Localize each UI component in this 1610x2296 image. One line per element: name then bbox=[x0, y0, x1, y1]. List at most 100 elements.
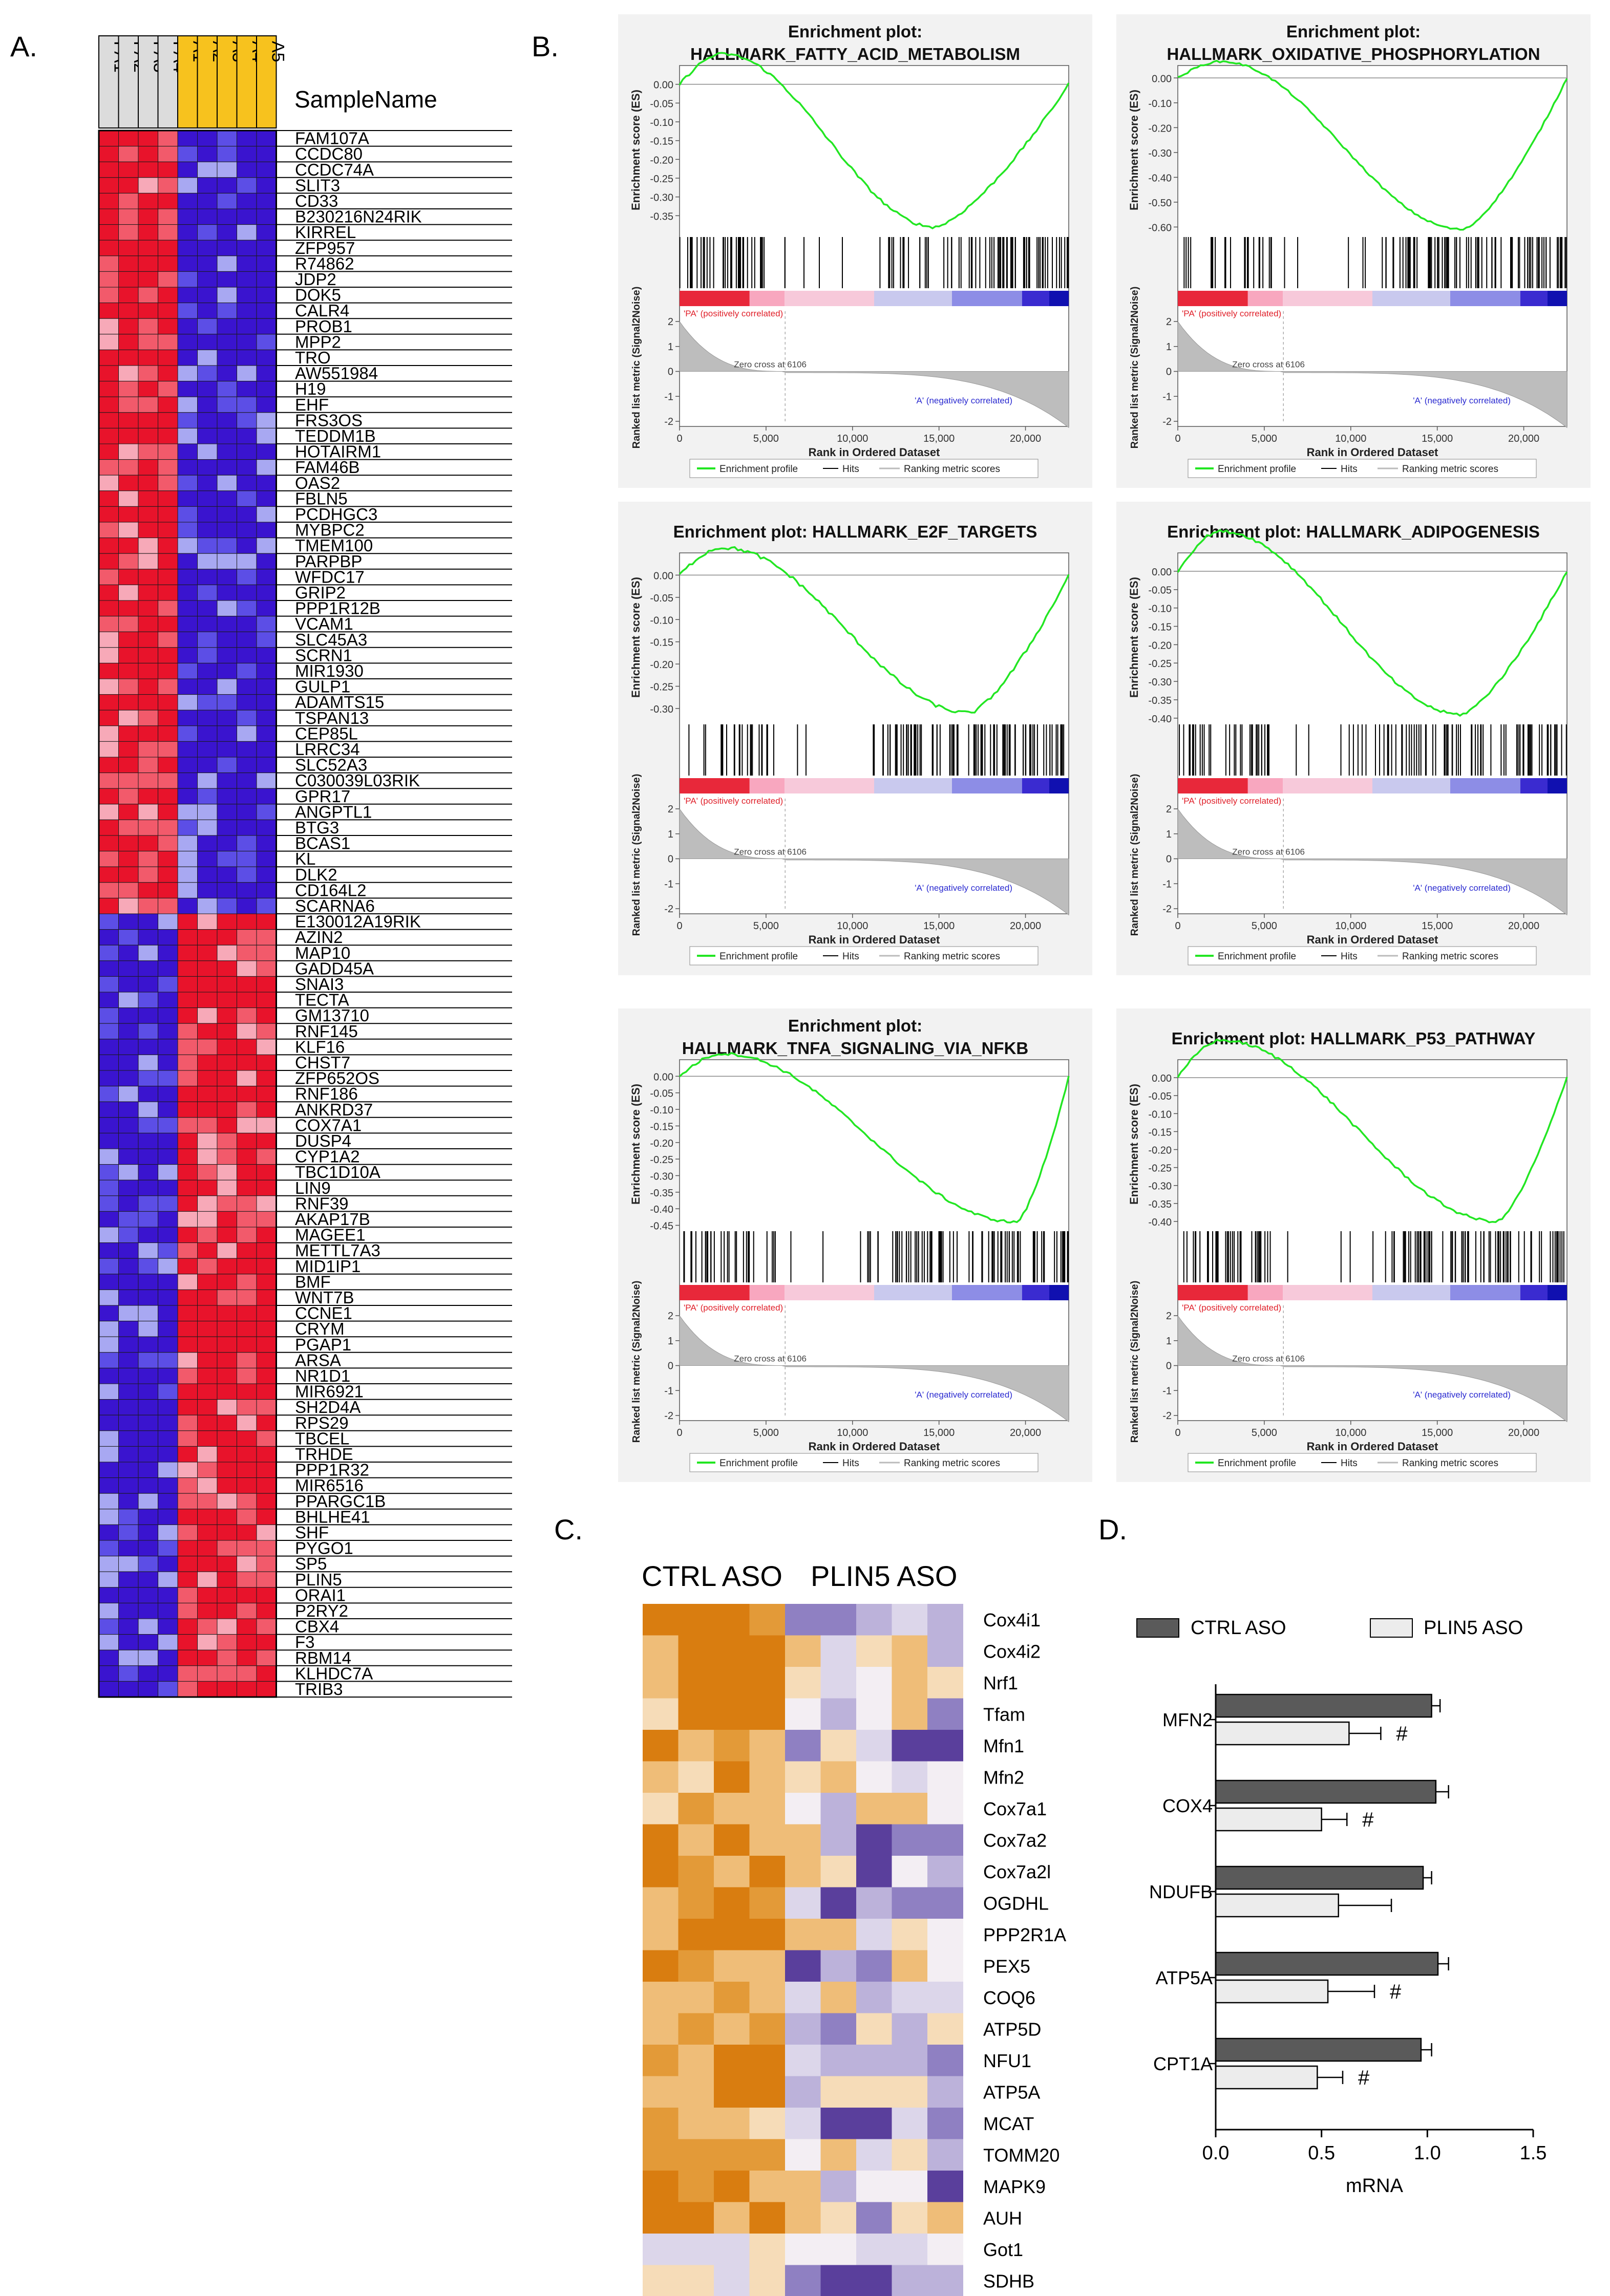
heatmap-cell bbox=[237, 1540, 257, 1557]
heatmap-cell bbox=[217, 365, 237, 382]
gene-label: FRS3OS bbox=[295, 411, 363, 430]
heatmap-cell bbox=[217, 459, 237, 476]
heatmap-cell bbox=[177, 678, 198, 695]
heatmap-cell bbox=[256, 1634, 277, 1650]
legend-label: Ranking metric scores bbox=[1402, 1458, 1498, 1469]
rank-color-segment bbox=[1520, 1285, 1548, 1300]
rank-tick-label: -1 bbox=[664, 391, 673, 402]
x-tick-label: 0.0 bbox=[1202, 2142, 1230, 2164]
heatmap-cell bbox=[98, 819, 119, 836]
rank-axis-label: Ranked list metric (Signal2Noise) bbox=[1129, 287, 1140, 449]
heatmap-cell bbox=[197, 1070, 218, 1087]
rank-color-segment bbox=[1520, 778, 1548, 793]
heatmap-cell bbox=[785, 2013, 821, 2045]
sample-header-cell bbox=[157, 35, 178, 128]
es-tick-label: -0.15 bbox=[650, 1121, 673, 1132]
heatmap-cell bbox=[138, 208, 158, 225]
gene-label: BTG3 bbox=[295, 818, 339, 837]
heatmap-cell bbox=[138, 569, 158, 585]
heatmap-cell bbox=[138, 1430, 158, 1447]
sample-header-cell bbox=[98, 35, 119, 128]
heatmap-cell bbox=[217, 1634, 237, 1650]
gene-label: TMEM100 bbox=[295, 536, 373, 555]
gene-label: PEX5 bbox=[983, 1956, 1030, 1977]
heatmap-cell bbox=[197, 1117, 218, 1133]
heatmap-cell bbox=[177, 192, 198, 209]
heatmap-cell bbox=[197, 584, 218, 601]
heatmap-cell bbox=[217, 490, 237, 507]
heatmap-cell bbox=[177, 1649, 198, 1666]
heatmap-cell bbox=[138, 303, 158, 319]
heatmap-cell bbox=[217, 1540, 237, 1557]
heatmap-cell bbox=[138, 1179, 158, 1196]
heatmap-cell bbox=[118, 945, 139, 961]
heatmap-cell bbox=[118, 303, 139, 319]
gene-label: MIR6921 bbox=[295, 1382, 364, 1401]
heatmap-cell bbox=[118, 1227, 139, 1243]
heatmap-cell bbox=[892, 1982, 928, 2013]
heatmap-cell bbox=[927, 2045, 963, 2076]
heatmap-cell bbox=[158, 584, 178, 601]
heatmap-cell bbox=[237, 835, 257, 852]
heatmap-cell bbox=[158, 960, 178, 977]
heatmap-cell bbox=[197, 1086, 218, 1102]
heatmap-cell bbox=[98, 1132, 119, 1149]
heatmap-cell bbox=[138, 1399, 158, 1415]
heatmap-cell bbox=[256, 773, 277, 789]
heatmap-cell bbox=[217, 1289, 237, 1306]
heatmap-cell bbox=[197, 1164, 218, 1181]
heatmap-cell bbox=[892, 1698, 928, 1730]
heatmap-cell bbox=[749, 2265, 786, 2296]
heatmap-cell bbox=[118, 1179, 139, 1196]
heatmap-cell bbox=[118, 365, 139, 382]
heatmap-cell bbox=[177, 1665, 198, 1682]
heatmap-cell bbox=[749, 2234, 786, 2265]
heatmap-cell bbox=[138, 365, 158, 382]
heatmap-cell bbox=[256, 569, 277, 585]
heatmap-cell bbox=[98, 1618, 119, 1635]
heatmap-cell bbox=[197, 522, 218, 539]
gene-label: TOMM20 bbox=[983, 2144, 1060, 2165]
heatmap-cell bbox=[217, 1618, 237, 1635]
heatmap-cell bbox=[237, 1289, 257, 1306]
heatmap-cell bbox=[158, 506, 178, 523]
heatmap-cell bbox=[217, 1164, 237, 1181]
heatmap-cell bbox=[927, 1667, 963, 1699]
heatmap-cell bbox=[217, 1602, 237, 1619]
heatmap-cell bbox=[217, 1007, 237, 1024]
heatmap-cell bbox=[678, 2171, 714, 2202]
heatmap-cell bbox=[177, 929, 198, 946]
heatmap-cell bbox=[118, 929, 139, 946]
heatmap-cell bbox=[197, 1493, 218, 1510]
heatmap-cell bbox=[197, 897, 218, 914]
neg-corr-label: 'A' (negatively correlated) bbox=[915, 396, 1012, 405]
es-tick-label: 0.00 bbox=[1152, 73, 1172, 84]
heatmap-cell bbox=[158, 1117, 178, 1133]
pos-corr-label: 'PA' (positively correlated) bbox=[684, 796, 783, 806]
gene-label: MIR6516 bbox=[295, 1476, 364, 1495]
sample-header-cell bbox=[256, 35, 277, 128]
heatmap-cell bbox=[749, 1698, 786, 1730]
heatmap-cell bbox=[237, 1524, 257, 1541]
heatmap-cell bbox=[177, 1383, 198, 1400]
legend-box bbox=[1188, 459, 1537, 478]
heatmap-cell bbox=[217, 1242, 237, 1259]
heatmap-cell bbox=[217, 1524, 237, 1541]
heatmap-cell bbox=[856, 2202, 892, 2234]
gsea-title: Enrichment plot: bbox=[1286, 22, 1421, 41]
heatmap-cell bbox=[158, 1540, 178, 1557]
gsea-title: Enrichment plot: bbox=[788, 22, 922, 41]
gene-label: HOTAIRM1 bbox=[295, 442, 381, 461]
heatmap-cell bbox=[158, 396, 178, 413]
heatmap-cell bbox=[237, 631, 257, 648]
heatmap-cell bbox=[927, 2013, 963, 2045]
heatmap-cell bbox=[256, 929, 277, 946]
panel-label-d: D. bbox=[1098, 1513, 1127, 1546]
heatmap-cell bbox=[820, 1604, 857, 1636]
heatmap-cell bbox=[118, 1148, 139, 1165]
heatmap-cell bbox=[217, 1587, 237, 1603]
heatmap-cell bbox=[217, 1211, 237, 1228]
heatmap-cell bbox=[820, 2139, 857, 2171]
heatmap-cell bbox=[197, 1179, 218, 1196]
heatmap-cell bbox=[237, 334, 257, 350]
